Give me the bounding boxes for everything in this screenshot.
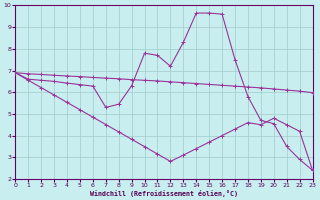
X-axis label: Windchill (Refroidissement éolien,°C): Windchill (Refroidissement éolien,°C) [90,190,238,197]
